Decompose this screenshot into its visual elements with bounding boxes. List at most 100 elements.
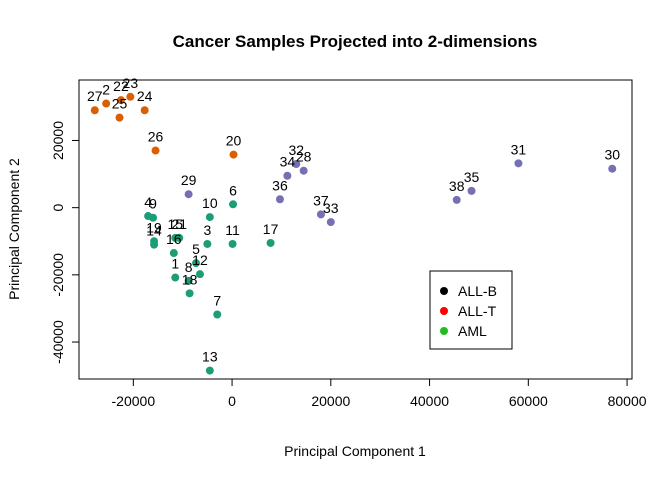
data-point-36 — [275, 195, 284, 204]
data-point-31 — [514, 159, 523, 168]
x-tick-label: 80000 — [608, 393, 647, 409]
point-label-12: 12 — [192, 252, 208, 268]
legend-label-aml: AML — [458, 323, 487, 339]
point-label-4: 4 — [144, 194, 152, 210]
legend: ALL-B ALL-T AML — [429, 270, 513, 350]
y-tick-label: -40000 — [50, 320, 66, 364]
point-label-37: 37 — [313, 192, 329, 208]
data-point-38 — [452, 195, 461, 204]
point-label-33: 33 — [323, 200, 339, 216]
x-tick-label: 40000 — [410, 393, 449, 409]
point-label-21: 21 — [171, 216, 187, 232]
data-point-7 — [213, 310, 222, 319]
point-label-7: 7 — [213, 292, 221, 308]
x-tick-label: -20000 — [112, 393, 156, 409]
legend-label-all-t: ALL-T — [458, 303, 497, 319]
point-label-15: 15 — [167, 216, 183, 232]
data-point-34 — [283, 171, 292, 180]
data-point-25 — [115, 113, 124, 122]
y-tick-label: -20000 — [50, 253, 66, 297]
point-label-38: 38 — [449, 178, 465, 194]
y-tick-label: 20000 — [50, 121, 66, 160]
point-label-16: 16 — [166, 231, 182, 247]
data-point-37 — [316, 210, 325, 219]
point-label-30: 30 — [604, 147, 620, 163]
point-label-3: 3 — [203, 222, 211, 238]
data-point-9 — [149, 213, 158, 222]
point-label-9: 9 — [149, 196, 157, 212]
x-axis: -20000 0 20000 40000 60000 80000 — [112, 378, 647, 409]
chart-title: Cancer Samples Projected into 2-dimensio… — [173, 32, 538, 51]
data-point-17 — [266, 238, 275, 247]
y-tick-label: 0 — [50, 204, 66, 212]
data-point-24 — [140, 106, 149, 115]
data-point-13 — [205, 366, 214, 375]
point-label-5: 5 — [192, 241, 200, 257]
data-point-33 — [326, 218, 335, 227]
point-label-26: 26 — [148, 129, 164, 145]
data-point-3 — [203, 239, 212, 248]
data-point-19 — [150, 237, 159, 246]
point-label-25: 25 — [112, 96, 128, 112]
x-tick-label: 20000 — [311, 393, 350, 409]
point-label-2: 2 — [102, 82, 110, 98]
point-label-8: 8 — [185, 259, 193, 275]
point-label-19: 19 — [146, 219, 162, 235]
point-label-18: 18 — [182, 271, 198, 287]
data-point-22 — [116, 96, 125, 105]
point-label-32: 32 — [288, 142, 304, 158]
point-label-29: 29 — [181, 172, 197, 188]
legend-label-all-b: ALL-B — [458, 283, 497, 299]
data-point-11 — [228, 239, 237, 248]
point-label-24: 24 — [137, 88, 153, 104]
x-tick-label: 60000 — [509, 393, 548, 409]
point-label-22: 22 — [113, 78, 129, 94]
point-label-36: 36 — [272, 177, 288, 193]
point-label-20: 20 — [226, 133, 242, 149]
data-point-27 — [90, 106, 99, 115]
data-point-5 — [192, 259, 201, 268]
point-label-17: 17 — [263, 221, 279, 237]
x-axis-label: Principal Component 1 — [284, 443, 426, 459]
point-label-23: 23 — [123, 75, 139, 91]
point-label-34: 34 — [280, 154, 296, 170]
data-point-18 — [185, 289, 194, 298]
data-point-12 — [195, 270, 204, 279]
legend-marker-all-t — [440, 307, 448, 315]
data-point-28 — [299, 166, 308, 175]
data-point-30 — [608, 164, 617, 173]
legend-marker-aml — [440, 327, 448, 335]
point-label-31: 31 — [511, 141, 527, 157]
data-point-8 — [184, 276, 193, 285]
x-tick-label: 0 — [228, 393, 236, 409]
data-point-23 — [126, 92, 135, 101]
point-label-13: 13 — [202, 349, 218, 365]
y-axis-label: Principal Component 2 — [6, 158, 22, 300]
data-point-1 — [171, 273, 180, 282]
data-point-26 — [151, 146, 160, 155]
data-point-10 — [205, 213, 214, 222]
plot-frame — [78, 79, 633, 380]
data-points — [90, 92, 617, 375]
legend-marker-all-b — [440, 287, 448, 295]
point-label-27: 27 — [87, 88, 103, 104]
data-point-32 — [292, 159, 301, 168]
data-point-6 — [229, 200, 238, 209]
data-point-21 — [175, 233, 184, 242]
point-label-6: 6 — [229, 182, 237, 198]
point-label-11: 11 — [225, 222, 240, 238]
point-label-35: 35 — [464, 169, 480, 185]
y-axis: -40000 -20000 0 20000 — [50, 121, 80, 364]
point-label-10: 10 — [202, 195, 218, 211]
legend-box — [429, 270, 513, 350]
point-label-14: 14 — [146, 223, 162, 239]
data-point-16 — [169, 249, 178, 258]
point-label-1: 1 — [171, 256, 179, 272]
data-point-35 — [467, 186, 476, 195]
point-label-28: 28 — [296, 149, 312, 165]
data-point-2 — [102, 99, 111, 108]
data-point-20 — [229, 150, 238, 159]
data-point-29 — [184, 190, 193, 199]
